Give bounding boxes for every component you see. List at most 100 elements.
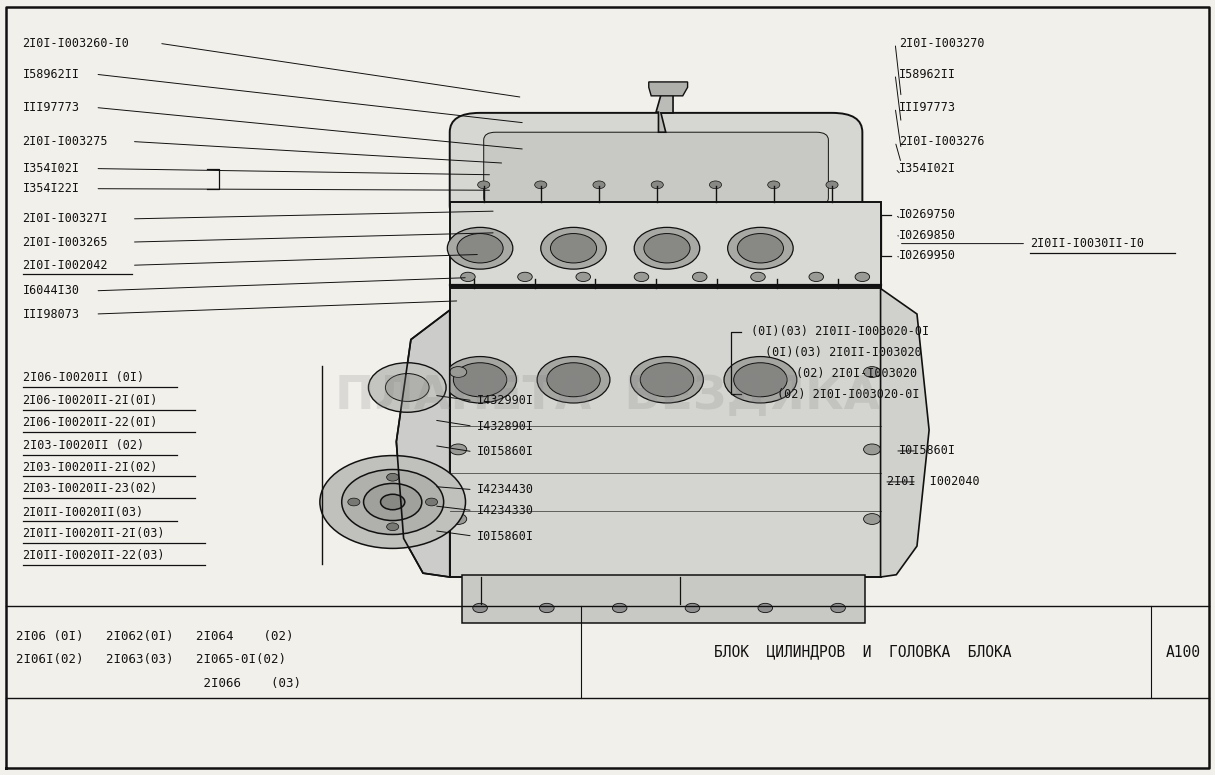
Circle shape: [386, 523, 399, 531]
Circle shape: [541, 227, 606, 269]
Circle shape: [631, 356, 703, 403]
Text: 2I0I  I002040: 2I0I I002040: [887, 475, 979, 488]
Circle shape: [634, 227, 700, 269]
Text: III97773: III97773: [899, 101, 956, 114]
Text: 2I0I-I003265: 2I0I-I003265: [23, 236, 108, 249]
Text: 2I0I-I003275: 2I0I-I003275: [23, 135, 108, 148]
Text: 2I0I-I002042: 2I0I-I002042: [23, 259, 108, 272]
Text: I4234330: I4234330: [476, 504, 533, 517]
Text: I354I02I: I354I02I: [23, 162, 79, 175]
Text: 2I06-I0020II (0I): 2I06-I0020II (0I): [23, 371, 143, 384]
Polygon shape: [881, 288, 929, 577]
Text: I6044I30: I6044I30: [23, 284, 79, 298]
Text: 2I06-I0020II-22(0I): 2I06-I0020II-22(0I): [23, 416, 158, 429]
Circle shape: [738, 233, 784, 263]
FancyBboxPatch shape: [450, 113, 863, 225]
Text: I0269850: I0269850: [899, 229, 956, 242]
Circle shape: [593, 181, 605, 188]
Polygon shape: [396, 310, 450, 577]
Circle shape: [385, 374, 429, 401]
Circle shape: [547, 363, 600, 397]
Circle shape: [734, 363, 787, 397]
Text: I0I5860I: I0I5860I: [476, 529, 533, 542]
Bar: [450, 287, 881, 577]
Circle shape: [728, 227, 793, 269]
Text: (02) 2I0I-I003020: (02) 2I0I-I003020: [796, 367, 917, 380]
Circle shape: [535, 181, 547, 188]
Text: III97773: III97773: [23, 101, 79, 114]
Circle shape: [453, 363, 507, 397]
Circle shape: [651, 181, 663, 188]
Text: (0I)(03) 2I0II-I003020-0I: (0I)(03) 2I0II-I003020-0I: [751, 326, 928, 339]
Text: 2I0II-I0030II-I0: 2I0II-I0030II-I0: [1030, 237, 1143, 250]
Circle shape: [347, 498, 360, 506]
Circle shape: [576, 272, 590, 281]
Circle shape: [425, 498, 437, 506]
Circle shape: [550, 233, 597, 263]
Circle shape: [443, 356, 516, 403]
Text: 2I03-I0020II (02): 2I03-I0020II (02): [23, 439, 143, 452]
Text: I354I02I: I354I02I: [899, 162, 956, 175]
Text: (02) 2I0I-I003020-0I: (02) 2I0I-I003020-0I: [778, 388, 920, 401]
Text: 2I06-I0020II-2I(0I): 2I06-I0020II-2I(0I): [23, 394, 158, 407]
Text: 2I066    (03): 2I066 (03): [17, 677, 301, 690]
Text: 2I0II-I0020II-22(03): 2I0II-I0020II-22(03): [23, 549, 165, 562]
Text: I4234430: I4234430: [476, 483, 533, 496]
Text: I0I5860I: I0I5860I: [476, 445, 533, 458]
Circle shape: [634, 272, 649, 281]
Circle shape: [380, 494, 405, 510]
Text: 2I03-I0020II-23(02): 2I03-I0020II-23(02): [23, 482, 158, 495]
Bar: [462, 576, 865, 623]
Text: (0I)(03) 2I0II-I003020: (0I)(03) 2I0II-I003020: [765, 346, 922, 359]
Circle shape: [724, 356, 797, 403]
Circle shape: [864, 444, 881, 455]
Circle shape: [855, 272, 870, 281]
Text: I432990I: I432990I: [476, 394, 533, 407]
Circle shape: [831, 603, 846, 612]
Circle shape: [368, 363, 446, 412]
Circle shape: [710, 181, 722, 188]
Circle shape: [685, 603, 700, 612]
Text: 2I0II-I0020II(03): 2I0II-I0020II(03): [23, 505, 143, 518]
Text: I0269950: I0269950: [899, 250, 956, 263]
Text: БЛОК  ЦИЛИНДРОВ  И  ГОЛОВКА  БЛОКА: БЛОК ЦИЛИНДРОВ И ГОЛОВКА БЛОКА: [713, 645, 1011, 660]
FancyBboxPatch shape: [450, 202, 881, 287]
Circle shape: [450, 444, 467, 455]
Text: 2I0I-I00327I: 2I0I-I00327I: [23, 212, 108, 226]
Circle shape: [537, 356, 610, 403]
Text: I0I5860I: I0I5860I: [899, 444, 956, 457]
Circle shape: [363, 484, 422, 521]
Text: А100: А100: [1165, 645, 1200, 660]
Text: 2I06I(02)   2I063(03)   2I065-0I(02): 2I06I(02) 2I063(03) 2I065-0I(02): [17, 653, 287, 666]
FancyBboxPatch shape: [484, 133, 829, 205]
Circle shape: [518, 272, 532, 281]
Circle shape: [450, 367, 467, 377]
Circle shape: [864, 514, 881, 525]
Circle shape: [826, 181, 838, 188]
Circle shape: [477, 181, 490, 188]
Text: 2I0II-I0020II-2I(03): 2I0II-I0020II-2I(03): [23, 527, 165, 540]
Circle shape: [539, 603, 554, 612]
Text: I432890I: I432890I: [476, 420, 533, 432]
Text: I354I22I: I354I22I: [23, 182, 79, 195]
Circle shape: [758, 603, 773, 612]
Text: I58962II: I58962II: [899, 67, 956, 81]
Circle shape: [473, 603, 487, 612]
Text: III98073: III98073: [23, 308, 79, 321]
Text: ПЛАНЕТА  БЕЗДЯКА: ПЛАНЕТА БЕЗДЯКА: [335, 374, 880, 419]
Circle shape: [612, 603, 627, 612]
Text: 2I0I-I003270: 2I0I-I003270: [899, 36, 984, 50]
Text: 2I03-I0020II-2I(02): 2I03-I0020II-2I(02): [23, 460, 158, 474]
Text: 2I06 (0I)   2I062(0I)   2I064    (02): 2I06 (0I) 2I062(0I) 2I064 (02): [17, 630, 294, 643]
Circle shape: [644, 233, 690, 263]
Text: I0269750: I0269750: [899, 208, 956, 222]
Circle shape: [460, 272, 475, 281]
Text: 2I0I-I003260-I0: 2I0I-I003260-I0: [23, 36, 130, 50]
Polygon shape: [649, 82, 688, 96]
Polygon shape: [656, 95, 673, 133]
Circle shape: [386, 474, 399, 481]
Circle shape: [341, 470, 443, 535]
Circle shape: [751, 272, 765, 281]
Text: I58962II: I58962II: [23, 67, 79, 81]
Circle shape: [768, 181, 780, 188]
